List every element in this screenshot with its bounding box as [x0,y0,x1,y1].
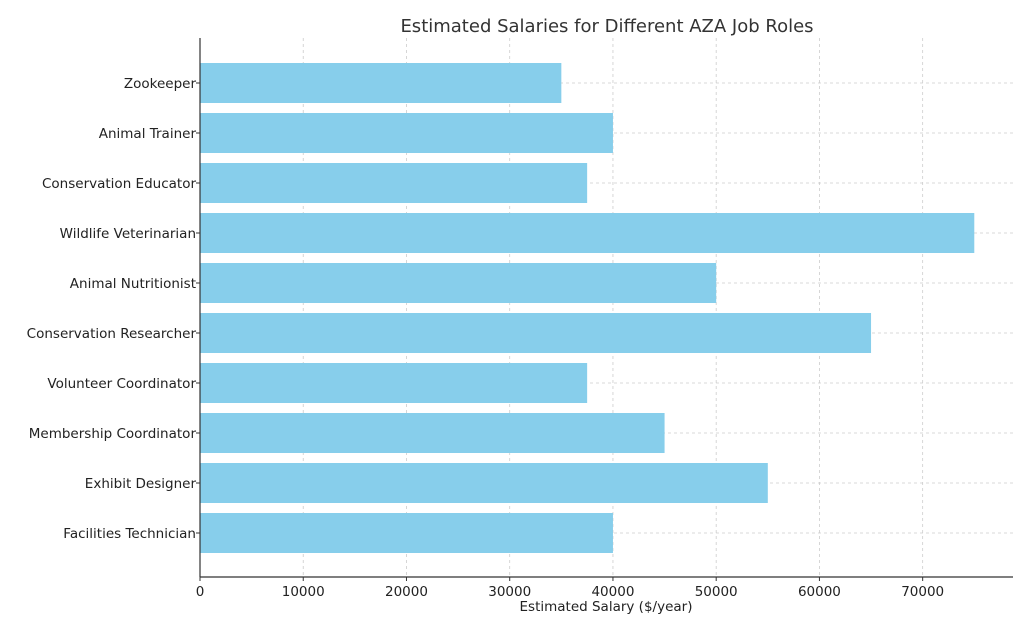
bar-exhibit-designer [200,463,768,503]
bar-conservation-researcher [200,313,872,353]
y-tick-label: Wildlife Veterinarian [60,226,196,242]
x-tick-label: 60000 [798,584,841,600]
y-tick-labels: Zookeeper Animal Trainer Conservation Educ… [27,76,200,542]
x-tick-label: 30000 [488,584,531,600]
y-tick-label: Animal Trainer [99,126,197,142]
bar-zookeeper [200,63,562,103]
x-tick-label: 0 [196,584,205,600]
bar-facilities-technician [200,513,613,553]
x-tick-label: 70000 [901,584,944,600]
x-axis-label: Estimated Salary ($/year) [520,599,693,615]
x-tick-label: 50000 [695,584,738,600]
x-tick-label: 40000 [591,584,634,600]
bars [200,63,975,553]
chart-title: Estimated Salaries for Different AZA Job… [400,16,813,37]
y-tick-label: Membership Coordinator [29,426,197,442]
y-tick-label: Conservation Educator [42,176,196,192]
y-tick-label: Volunteer Coordinator [47,376,196,392]
bar-animal-nutritionist [200,263,717,303]
bar-animal-trainer [200,113,613,153]
x-tick-label: 20000 [385,584,428,600]
bar-membership-coordinator [200,413,665,453]
bar-conservation-educator [200,163,588,203]
y-tick-label: Exhibit Designer [85,476,197,492]
bar-wildlife-veterinarian [200,213,975,253]
x-tick-label: 10000 [282,584,325,600]
bar-volunteer-coordinator [200,363,588,403]
x-tick-labels: 0 10000 20000 30000 40000 50000 60000 70000 [196,577,944,600]
y-tick-label: Conservation Researcher [27,326,197,342]
y-tick-label: Zookeeper [124,76,197,92]
y-tick-label: Facilities Technician [63,526,196,542]
y-tick-label: Animal Nutritionist [70,276,196,292]
